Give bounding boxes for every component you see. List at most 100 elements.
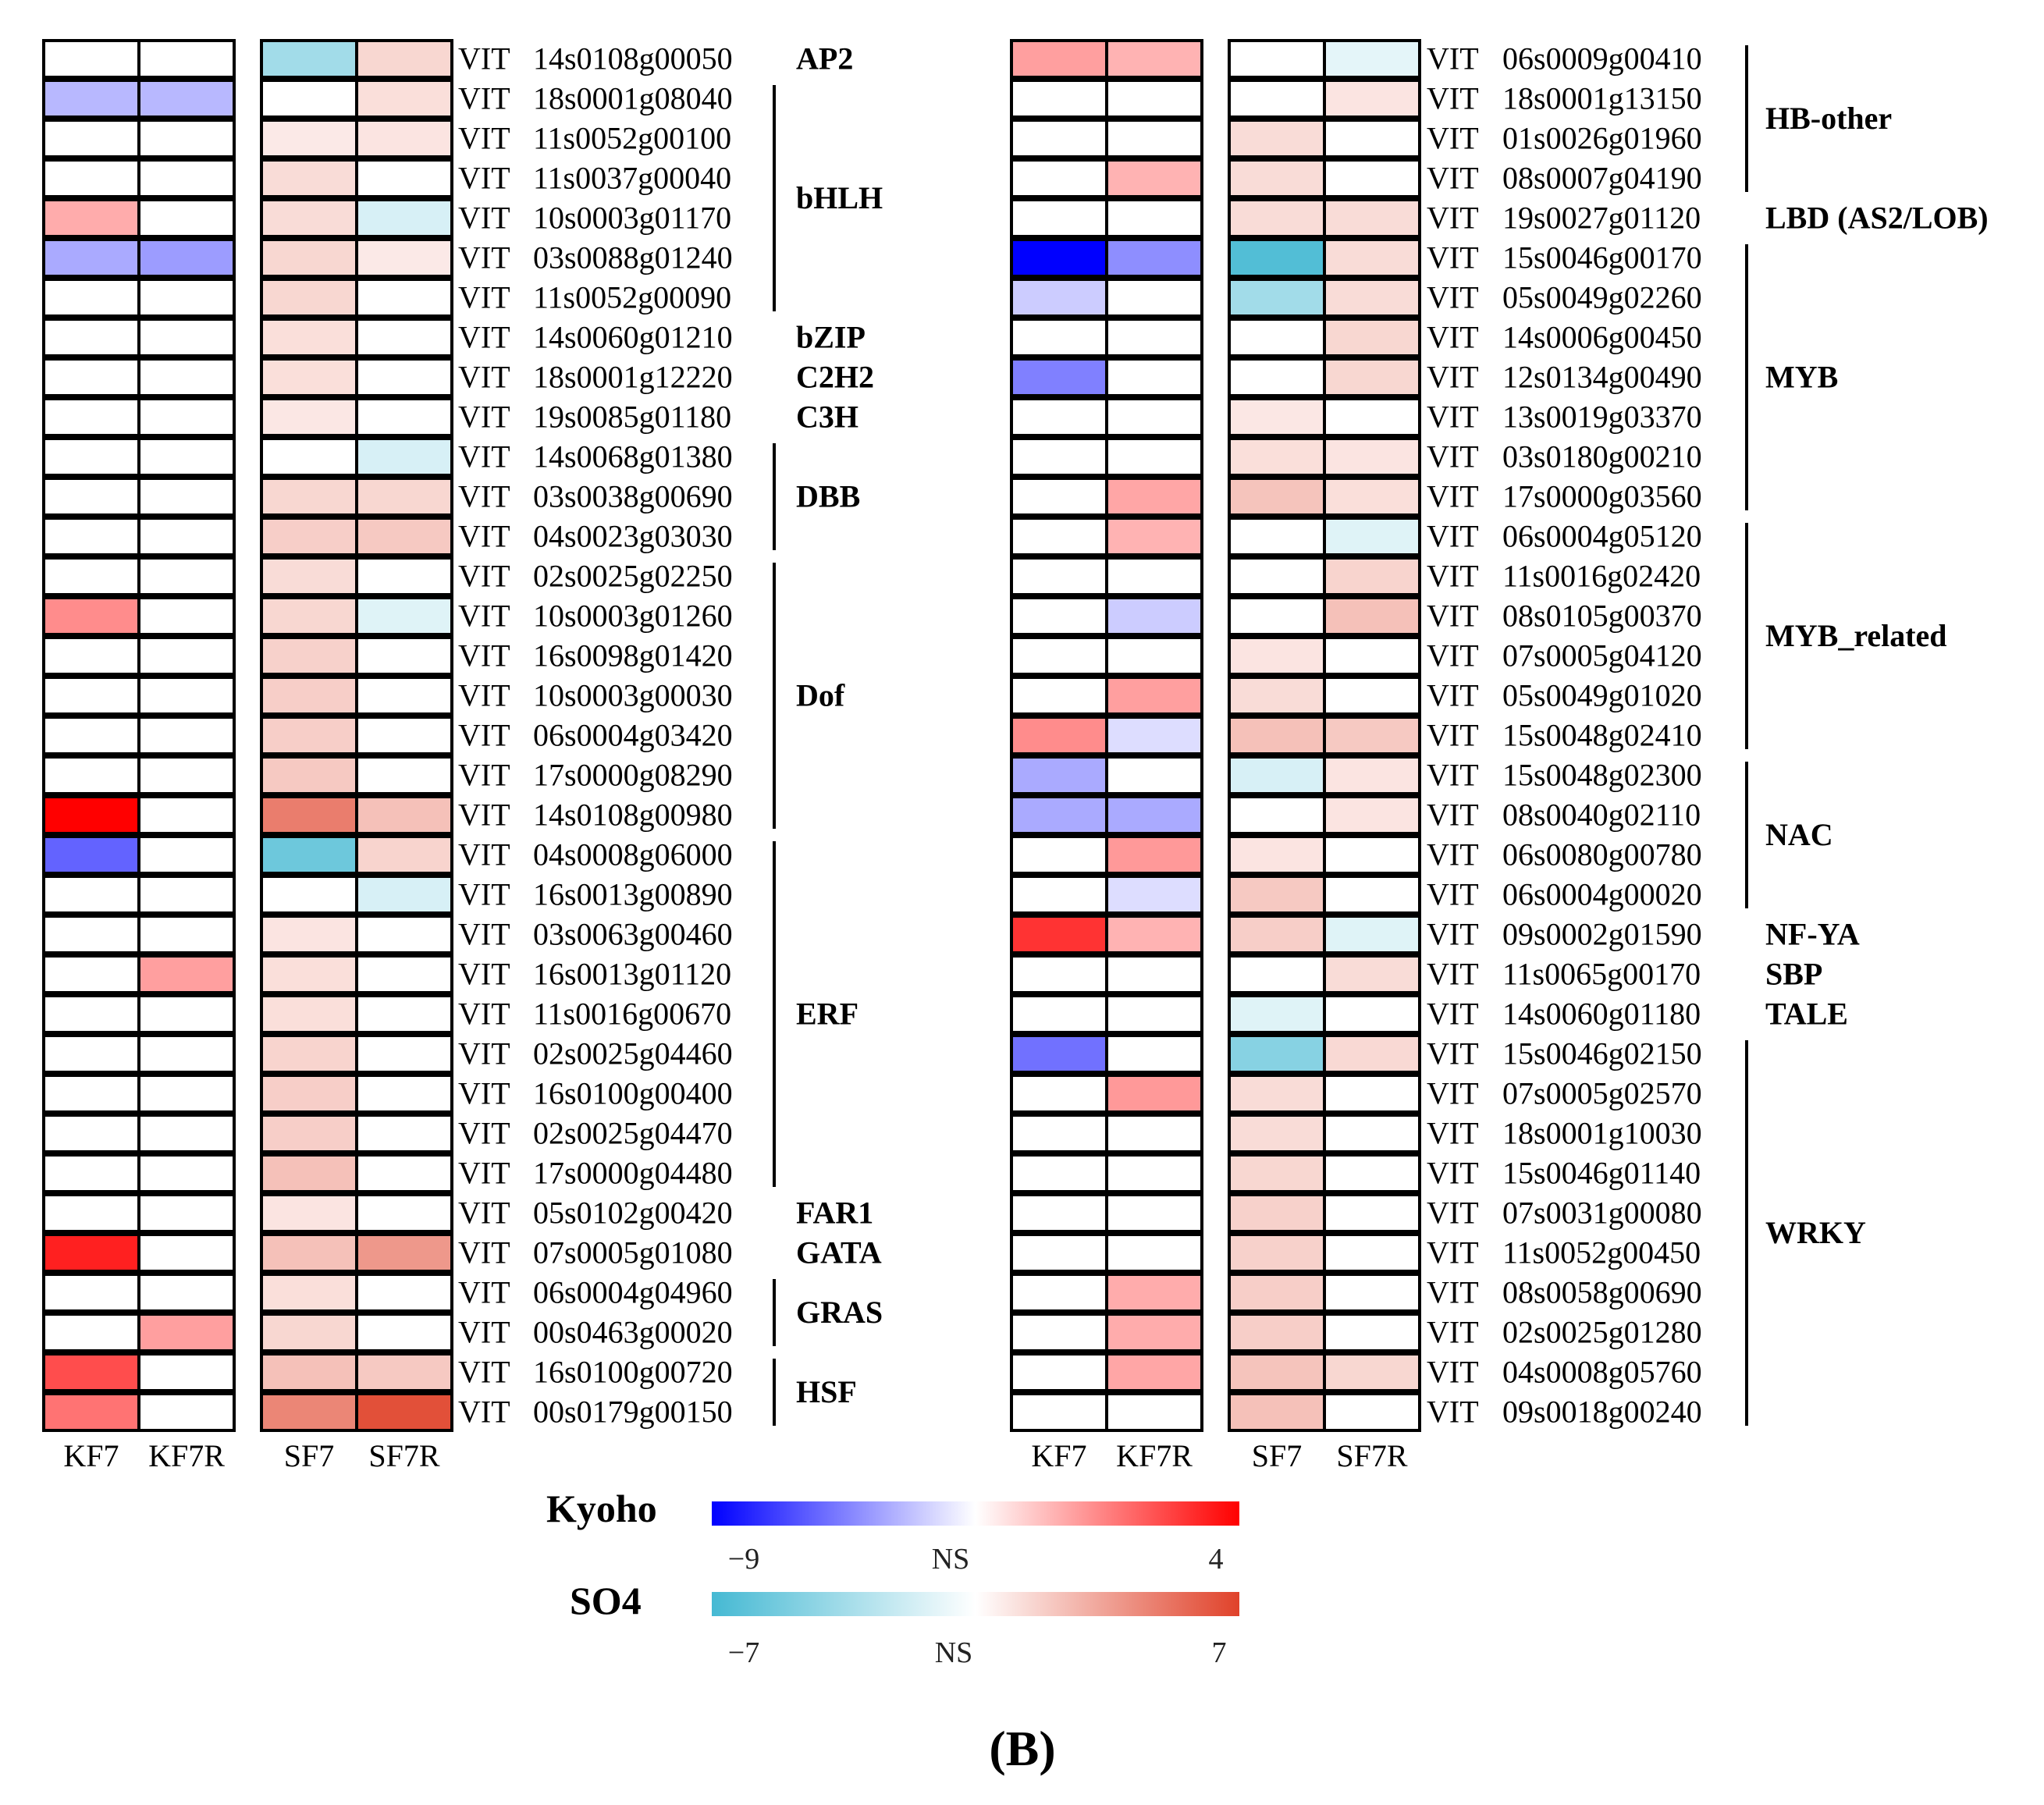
gene-id-label: 06s0004g03420: [533, 718, 733, 753]
heatmap-cell-sf7: [1228, 477, 1326, 517]
gene-prefix-label: VIT: [458, 997, 510, 1032]
heatmap-cell-sf7: [260, 835, 358, 875]
heatmap-cell-kf7r: [137, 556, 236, 596]
gene-id-label: 10s0003g00030: [533, 678, 733, 713]
heatmap-cell-sf7: [260, 477, 358, 517]
heatmap-cell-kf7: [42, 1193, 140, 1233]
heatmap-cell-sf7r: [355, 596, 453, 636]
heatmap-cell-kf7: [1010, 238, 1108, 278]
heatmap-cell-kf7r: [1105, 835, 1203, 875]
gene-id-label: 18s0001g12220: [533, 360, 733, 395]
gene-prefix-label: VIT: [458, 161, 510, 196]
heatmap-cell-kf7r: [1105, 954, 1203, 994]
column-label: SF7R: [1336, 1438, 1407, 1473]
heatmap-cell-kf7: [1010, 79, 1108, 119]
heatmap-cell-sf7r: [1323, 397, 1421, 437]
heatmap-cell-sf7r: [1323, 835, 1421, 875]
heatmap-cell-sf7: [260, 676, 358, 716]
heatmap-cell-sf7r: [355, 875, 453, 915]
gene-prefix-label: VIT: [458, 798, 510, 833]
heatmap-cell-sf7r: [1323, 954, 1421, 994]
heatmap-cell-sf7r: [1323, 1074, 1421, 1114]
heatmap-cell-kf7: [1010, 119, 1108, 158]
gene-id-label: 19s0027g01120: [1502, 201, 1701, 236]
heatmap-cell-kf7: [1010, 915, 1108, 954]
gene-id-label: 08s0007g04190: [1502, 161, 1702, 196]
gene-id-label: 16s0100g00400: [533, 1076, 733, 1111]
heatmap-cell-kf7r: [1105, 994, 1203, 1034]
right-heatmap-panel: VIT 06s0009g00410 VIT 18s0001g13150 VIT 01s00…: [1010, 39, 1989, 1473]
heatmap-cell-sf7r: [355, 158, 453, 198]
column-label: SF7: [1252, 1438, 1303, 1473]
family-label: WRKY: [1765, 1215, 1866, 1250]
heatmap-cell-kf7r: [137, 437, 236, 477]
heatmap-cell-kf7: [1010, 1074, 1108, 1114]
family-label: FAR1: [796, 1196, 873, 1231]
heatmap-cell-kf7r: [1105, 596, 1203, 636]
gene-id-label: 14s0060g01210: [533, 320, 733, 355]
heatmap-cell-sf7: [1228, 39, 1326, 79]
heatmap-cell-kf7r: [1105, 278, 1203, 318]
gene-prefix-label: VIT: [1427, 240, 1479, 275]
gene-prefix-label: VIT: [458, 240, 510, 275]
heatmap-cell-kf7: [42, 556, 140, 596]
heatmap-cell-kf7r: [137, 716, 236, 755]
heatmap-cell-sf7: [1228, 318, 1326, 357]
gene-id-label: 11s0016g02420: [1502, 559, 1701, 594]
gene-id-label: 11s0052g00450: [1502, 1235, 1701, 1270]
heatmap-cell-kf7r: [1105, 238, 1203, 278]
heatmap-cell-kf7: [42, 397, 140, 437]
gene-id-label: 08s0058g00690: [1502, 1275, 1702, 1310]
heatmap-cell-sf7: [1228, 596, 1326, 636]
gene-prefix-label: VIT: [1427, 798, 1479, 833]
heatmap-cell-kf7r: [1105, 397, 1203, 437]
heatmap-cell-sf7: [260, 1313, 358, 1352]
heatmap-cell-sf7: [260, 994, 358, 1034]
heatmap-cell-sf7r: [1323, 994, 1421, 1034]
heatmap-cell-sf7: [1228, 278, 1326, 318]
heatmap-cell-kf7: [1010, 397, 1108, 437]
gene-id-label: 08s0105g00370: [1502, 599, 1702, 634]
heatmap-cell-sf7: [1228, 198, 1326, 238]
heatmap-cell-kf7: [42, 915, 140, 954]
heatmap-cell-sf7: [1228, 556, 1326, 596]
heatmap-cell-kf7: [42, 39, 140, 79]
heatmap-cell-sf7r: [355, 755, 453, 795]
heatmap-cell-kf7: [1010, 875, 1108, 915]
heatmap-cell-sf7: [260, 1074, 358, 1114]
heatmap-cell-kf7: [1010, 954, 1108, 994]
heatmap-cell-sf7r: [1323, 795, 1421, 835]
gene-prefix-label: VIT: [458, 1235, 510, 1270]
gene-id-label: 02s0025g04470: [533, 1116, 733, 1151]
heatmap-cell-kf7r: [1105, 39, 1203, 79]
heatmap-cell-kf7r: [137, 39, 236, 79]
family-label: NAC: [1765, 817, 1833, 852]
gene-prefix-label: VIT: [1427, 877, 1479, 912]
heatmap-cell-sf7r: [1323, 278, 1421, 318]
gene-prefix-label: VIT: [458, 1116, 510, 1151]
gene-prefix-label: VIT: [458, 360, 510, 395]
heatmap-cell-sf7: [1228, 158, 1326, 198]
heatmap-cell-kf7r: [137, 1034, 236, 1074]
gene-prefix-label: VIT: [458, 1036, 510, 1071]
heatmap-cell-sf7: [1228, 636, 1326, 676]
heatmap-cell-kf7r: [1105, 1313, 1203, 1352]
heatmap-cell-kf7r: [1105, 875, 1203, 915]
gene-id-label: 04s0023g03030: [533, 519, 733, 554]
family-label: GATA: [796, 1235, 882, 1270]
gene-prefix-label: VIT: [1427, 41, 1479, 76]
gene-prefix-label: VIT: [1427, 1395, 1479, 1430]
heatmap-cell-kf7r: [1105, 1392, 1203, 1432]
gene-id-label: 06s0009g00410: [1502, 41, 1702, 76]
gene-id-label: 08s0040g02110: [1502, 798, 1701, 833]
gene-id-label: 02s0025g04460: [533, 1036, 733, 1071]
kyoho-min-label: −9: [728, 1543, 759, 1576]
gene-id-label: 17s0000g08290: [533, 758, 733, 793]
heatmap-cell-sf7r: [1323, 875, 1421, 915]
heatmap-cell-sf7: [1228, 1313, 1326, 1352]
heatmap-cell-sf7r: [355, 636, 453, 676]
gene-prefix-label: VIT: [1427, 718, 1479, 753]
gene-prefix-label: VIT: [1427, 1355, 1479, 1390]
heatmap-cell-kf7r: [137, 158, 236, 198]
heatmap-cell-sf7: [1228, 676, 1326, 716]
